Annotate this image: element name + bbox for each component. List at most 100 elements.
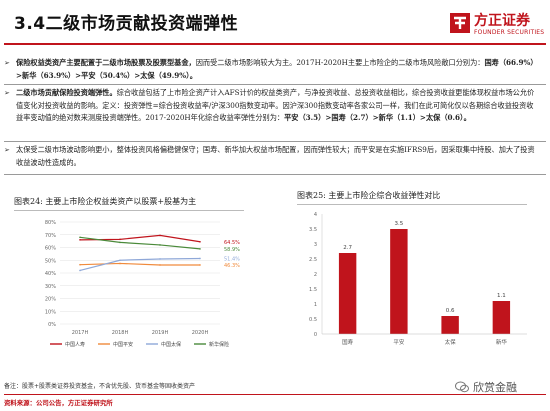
wechat-watermark: 欣赏金融	[455, 378, 547, 396]
y-tick-label: 50%	[45, 258, 56, 264]
bar	[390, 229, 408, 334]
arrow-bullet-icon: ➢	[4, 89, 10, 97]
y-tick-label: 10%	[45, 309, 56, 315]
chart2-title-rule	[297, 204, 527, 205]
end-value-label: 64.5%	[224, 240, 240, 246]
legend-label: 中国平安	[113, 341, 133, 348]
wechat-icon	[455, 381, 469, 393]
bullet-body: 因而受二级市场影响较大为主。2017H-2020H主要上市险企的二级市场风险敞口…	[195, 58, 485, 67]
y-tick-label: 3.5	[309, 227, 317, 233]
end-value-label: 58.9%	[224, 247, 240, 253]
data-point	[119, 259, 121, 262]
data-point	[159, 234, 161, 237]
x-tick-label: 平安	[393, 338, 405, 346]
series-line	[79, 262, 200, 266]
end-value-label: 46.3%	[224, 263, 240, 269]
y-tick-label: 1	[314, 302, 317, 308]
divider	[4, 174, 546, 175]
data-point	[199, 248, 201, 250]
data-point	[159, 244, 161, 246]
y-tick-label: 0	[314, 332, 317, 338]
logo-text-en: FOUNDER SECURITIES	[474, 29, 545, 36]
bar	[492, 301, 511, 334]
page-title: 3.4二级市场贡献投资端弹性	[14, 14, 239, 34]
data-point	[119, 238, 121, 241]
data-point	[79, 269, 81, 272]
footer-divider	[4, 394, 546, 395]
arrow-bullet-icon: ➢	[4, 146, 10, 154]
series-line	[79, 234, 201, 243]
line-chart: 0%10%20%30%40%50%60%70%80% 2017H 2018H 201…	[45, 220, 240, 348]
data-point	[199, 240, 201, 243]
legend-label: 新华保险	[209, 341, 229, 348]
data-point	[79, 263, 81, 266]
y-tick-label: 80%	[45, 220, 56, 226]
data-point	[119, 262, 121, 265]
footnote: 备注：股票+股票类证券投资基金，不含优先股、货币基金等固收类资产	[4, 383, 196, 390]
chart2-y-ticks: 0 0.5 1 1.5 2 2.5 3 3.5 4	[309, 212, 323, 338]
x-tick-label: 国寿	[342, 338, 354, 346]
legend-label: 中国太保	[161, 341, 181, 348]
bullet-text: 太保受二级市场波动影响更小，整体投资风格偏稳健保守；国寿、新华加大权益市场配置，…	[16, 144, 540, 169]
logo-text-cn: 方正证券	[474, 13, 530, 29]
x-tick-label: 2020H	[192, 330, 209, 336]
series-line	[79, 257, 201, 272]
data-point	[159, 258, 161, 260]
y-tick-label: 20%	[45, 297, 56, 303]
data-point	[119, 241, 121, 244]
y-tick-label: 3	[314, 242, 317, 248]
y-tick-label: 40%	[45, 271, 56, 277]
data-point	[79, 236, 81, 239]
company-logo: 方正证券 FOUNDER SECURITIES	[448, 10, 544, 40]
y-tick-label: 1.5	[309, 287, 317, 293]
chart2-x-ticks: 国寿 平安 太保 新华	[322, 333, 527, 346]
bullet-body: 太保受二级市场波动影响更小，整体投资风格偏稳健保守；国寿、新华加大权益市场配置，…	[16, 145, 535, 167]
bar-chart: 0 0.5 1 1.5 2 2.5 3 3.5 4 2.7 3.5 0.6 1.1 国寿 平安 太保 新华	[309, 212, 527, 346]
legend-label: 中国人寿	[65, 341, 85, 348]
chart2-value-labels: 2.7 3.5 0.6 1.1	[343, 221, 506, 314]
chart1-grid	[60, 221, 220, 325]
end-value-label: 51.4%	[224, 256, 240, 262]
divider	[4, 141, 546, 142]
bar-value-label: 2.7	[343, 245, 352, 251]
y-tick-label: 60%	[45, 246, 56, 252]
chart1-title-rule	[14, 210, 244, 211]
y-tick-label: 4	[314, 212, 317, 218]
bullet-bold-tail: 平安（3.5）>国寿（2.7）>新华（1.1）>太保（0.6）。	[284, 113, 471, 122]
founder-logo-icon	[450, 13, 470, 33]
x-tick-label: 2017H	[72, 330, 89, 336]
bar-value-label: 1.1	[497, 293, 506, 299]
bullet-text: 保险权益类资产主要配置于二级市场股票及股票型基金，因而受二级市场影响较大为主。2…	[16, 57, 540, 82]
data-point	[199, 257, 201, 260]
y-tick-label: 70%	[45, 233, 56, 239]
chart1-end-labels: 64.5%58.9% 51.4%46.3%	[224, 240, 240, 269]
title-divider	[4, 43, 546, 45]
source-text: 资料来源：公司公告，方正证券研究所	[4, 399, 113, 407]
chart1-y-ticks: 0% 10% 20% 30% 40% 50% 60% 70% 80%	[45, 220, 56, 328]
data-point	[199, 264, 201, 266]
data-point	[79, 239, 81, 241]
bullet-bold-lead: 二级市场贡献保险投资端弹性。	[16, 88, 117, 97]
chart1-x-ticks: 2017H 2018H 2019H 2020H	[72, 330, 209, 336]
chart2-bars	[338, 229, 511, 334]
bar	[338, 253, 357, 334]
x-tick-label: 2019H	[152, 330, 169, 336]
arrow-bullet-icon: ➢	[4, 59, 10, 67]
x-tick-label: 太保	[445, 338, 457, 346]
y-tick-label: 30%	[45, 284, 56, 290]
data-point	[159, 264, 161, 266]
bar-value-label: 0.6	[446, 308, 455, 314]
chart1-legend: 中国人寿 中国平安 中国太保 新华保险	[50, 341, 229, 348]
chart1-title: 图表24: 主要上市险企权益类资产以股票+股基为主	[14, 197, 197, 206]
bullet-bold-tail: 国寿（66.9%）>新华（63.9%）>平安（50.4%）>太保（49.9%）。	[16, 58, 538, 80]
bullet-body: 综合收益包括了上市险企资产计入AFS计价的权益类资产，与净投资收益、总投资收益相…	[16, 88, 535, 122]
chart1-series	[79, 234, 201, 272]
bar	[441, 316, 459, 334]
x-tick-label: 新华	[496, 338, 508, 346]
bullet-bold-lead: 保险权益类资产主要配置于二级市场股票及股票型基金，	[16, 58, 196, 67]
y-tick-label: 2.5	[309, 257, 317, 263]
wechat-account-name: 欣赏金融	[473, 381, 517, 394]
bullet-text: 二级市场贡献保险投资端弹性。综合收益包括了上市险企资产计入AFS计价的权益类资产…	[16, 87, 540, 125]
y-tick-label: 0%	[48, 322, 56, 328]
